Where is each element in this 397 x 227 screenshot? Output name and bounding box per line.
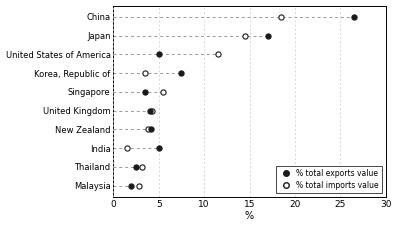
Point [278,15,285,19]
Point [351,15,357,19]
Point [142,90,148,94]
Point [214,52,221,56]
Point [136,184,142,188]
Point [145,128,151,131]
Point [242,34,248,37]
Point [178,71,185,75]
Point [133,165,139,169]
Point [142,71,148,75]
Point [264,34,271,37]
Legend: % total exports value, % total imports value: % total exports value, % total imports v… [276,166,382,193]
Point [149,109,156,112]
Point [139,165,146,169]
Point [148,128,155,131]
Point [124,146,130,150]
Point [128,184,135,188]
Point [160,90,166,94]
Point [156,146,162,150]
Point [146,109,153,112]
Point [156,52,162,56]
X-axis label: %: % [245,211,254,222]
